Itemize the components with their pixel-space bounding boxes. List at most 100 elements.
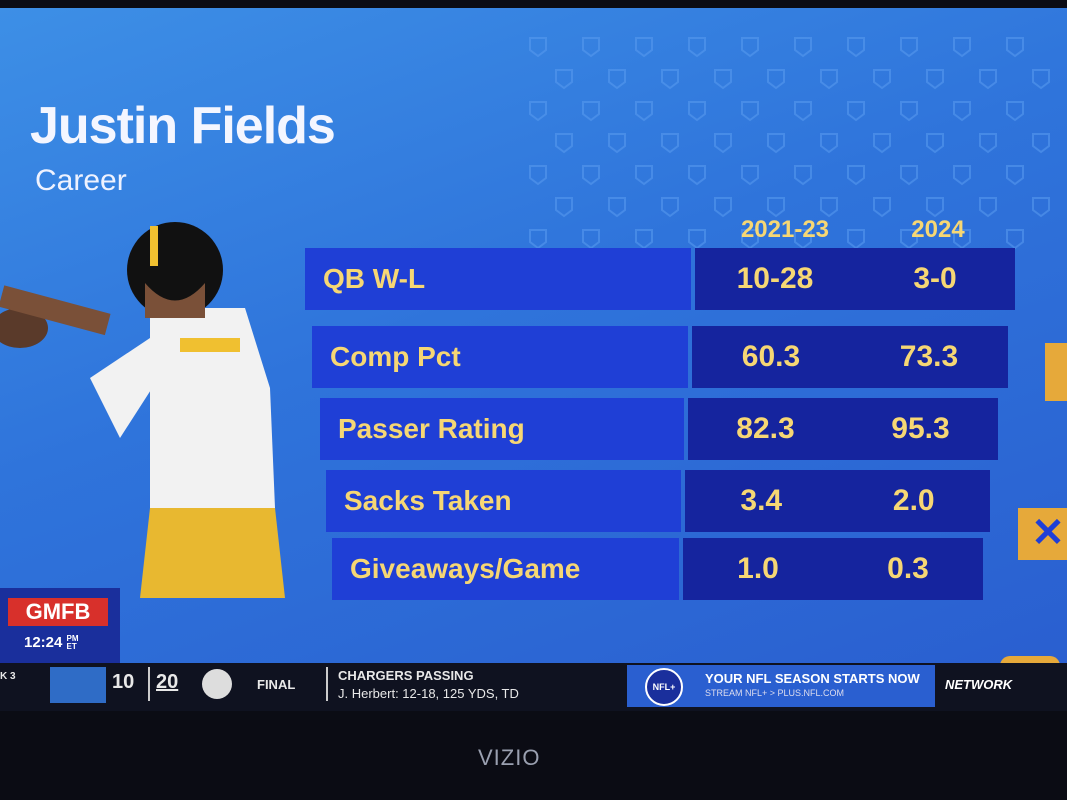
pattern-shield <box>847 101 865 122</box>
stat-value: 10-28 <box>736 262 814 295</box>
pattern-shield <box>582 101 600 122</box>
stat-value: 82.3 <box>736 412 795 445</box>
pattern-shield <box>608 69 626 90</box>
network: NETWORK <box>945 677 1013 692</box>
pattern-shield <box>1006 229 1024 250</box>
pattern-shield <box>820 133 838 154</box>
pattern-shield <box>582 37 600 58</box>
show-logo: GMFB <box>8 598 108 626</box>
pattern-shield <box>873 69 891 90</box>
pattern-shield <box>794 165 812 186</box>
pattern-shield <box>979 133 997 154</box>
stat-value: 0.3 <box>887 552 929 585</box>
pattern-shield <box>979 69 997 90</box>
week: K 3 <box>0 671 16 682</box>
pattern-shield <box>1006 165 1024 186</box>
row-label: Passer Rating <box>320 398 684 460</box>
subtitle: Career <box>35 164 127 197</box>
ad: NFL+ YOUR NFL SEASON STARTS NOW STREAM N… <box>627 665 935 707</box>
pattern-shield <box>582 165 600 186</box>
away-score: 10 <box>112 671 135 693</box>
pattern-shield <box>635 37 653 58</box>
team-logo <box>202 669 232 699</box>
row-label: Giveaways/Game <box>332 538 679 600</box>
stat-value: 2.0 <box>892 484 935 517</box>
pattern-shield <box>741 229 759 250</box>
pattern-shield <box>688 101 706 122</box>
pattern-shield <box>608 133 626 154</box>
row-values: 82.3 95.3 <box>688 398 998 460</box>
pattern-shield <box>926 133 944 154</box>
row-label: Comp Pct <box>312 326 688 388</box>
pattern-shield <box>714 197 732 218</box>
pattern-shield <box>926 69 944 90</box>
pattern-shield <box>688 229 706 250</box>
row-values: 60.3 73.3 <box>692 326 1008 388</box>
ad-title: YOUR NFL SEASON STARTS NOW <box>705 671 920 686</box>
pattern-shield <box>820 69 838 90</box>
divider <box>326 667 328 701</box>
stat-value: 3.4 <box>740 484 783 517</box>
show-bug: GMFB 12:24 PM ET <box>0 588 120 663</box>
screen: ✕ Justin Fields Career 2021-23 2024 QB W… <box>0 8 1067 663</box>
background-pattern: ✕ <box>0 37 1067 663</box>
pattern-shield <box>688 165 706 186</box>
pattern-shield <box>635 101 653 122</box>
ad-logo: NFL+ <box>645 668 683 706</box>
pattern-shield <box>661 197 679 218</box>
row-label: QB W-L <box>305 248 691 310</box>
detail: J. Herbert: 12-18, 125 YDS, TD <box>338 686 519 701</box>
arrow-buttons: ✕ <box>1000 343 1067 663</box>
pattern-shield <box>555 69 573 90</box>
pattern-shield <box>873 133 891 154</box>
home-score: 20 <box>156 671 179 693</box>
pattern-shield <box>555 197 573 218</box>
player-name: Justin Fields <box>30 97 336 155</box>
pattern-shield <box>847 165 865 186</box>
stat-value: 95.3 <box>891 412 950 445</box>
ad-subtitle: STREAM NFL+ > PLUS.NFL.COM <box>705 688 845 698</box>
row-values: 10-28 3-0 <box>695 248 1015 310</box>
pattern-shield <box>1032 133 1050 154</box>
row-label: Sacks Taken <box>326 470 681 532</box>
pattern-shield <box>635 229 653 250</box>
pattern-shield <box>608 197 626 218</box>
pattern-shield <box>979 197 997 218</box>
pattern-shield <box>794 101 812 122</box>
pattern-shield <box>1006 37 1024 58</box>
tv-brand: VIZIO <box>478 745 541 770</box>
pattern-shield <box>714 69 732 90</box>
pattern-shield <box>1032 69 1050 90</box>
ticker: K 3 10 20 FINAL CHARGERS PASSING J. Herb… <box>0 663 1067 711</box>
svg-text:✕: ✕ <box>1031 511 1065 555</box>
pattern-shield <box>661 133 679 154</box>
pattern-shield <box>555 133 573 154</box>
clock: 12:24 PM ET <box>24 634 79 651</box>
pattern-shield <box>953 101 971 122</box>
zone: ET <box>66 642 77 652</box>
pattern-shield <box>953 165 971 186</box>
pattern-shield <box>529 165 547 186</box>
pattern-shield <box>1006 101 1024 122</box>
column-header: 2024 <box>911 216 965 243</box>
pattern-shield <box>900 101 918 122</box>
pattern-shield <box>1032 197 1050 218</box>
player-image <box>0 222 285 598</box>
pattern-shield <box>529 37 547 58</box>
pattern-shield <box>900 165 918 186</box>
stat-value: 3-0 <box>913 262 957 295</box>
pattern-shield <box>794 37 812 58</box>
pattern-shield <box>926 197 944 218</box>
pattern-shield <box>847 37 865 58</box>
pattern-shield <box>741 101 759 122</box>
pattern-shield <box>529 229 547 250</box>
pattern-shield <box>900 229 918 250</box>
pattern-shield <box>635 165 653 186</box>
pattern-shield <box>900 37 918 58</box>
column-header: 2021-23 <box>740 216 830 243</box>
time: 12:24 <box>24 634 63 651</box>
row-values: 1.0 0.3 <box>683 538 983 600</box>
pattern-shield <box>741 37 759 58</box>
pattern-shield <box>661 69 679 90</box>
